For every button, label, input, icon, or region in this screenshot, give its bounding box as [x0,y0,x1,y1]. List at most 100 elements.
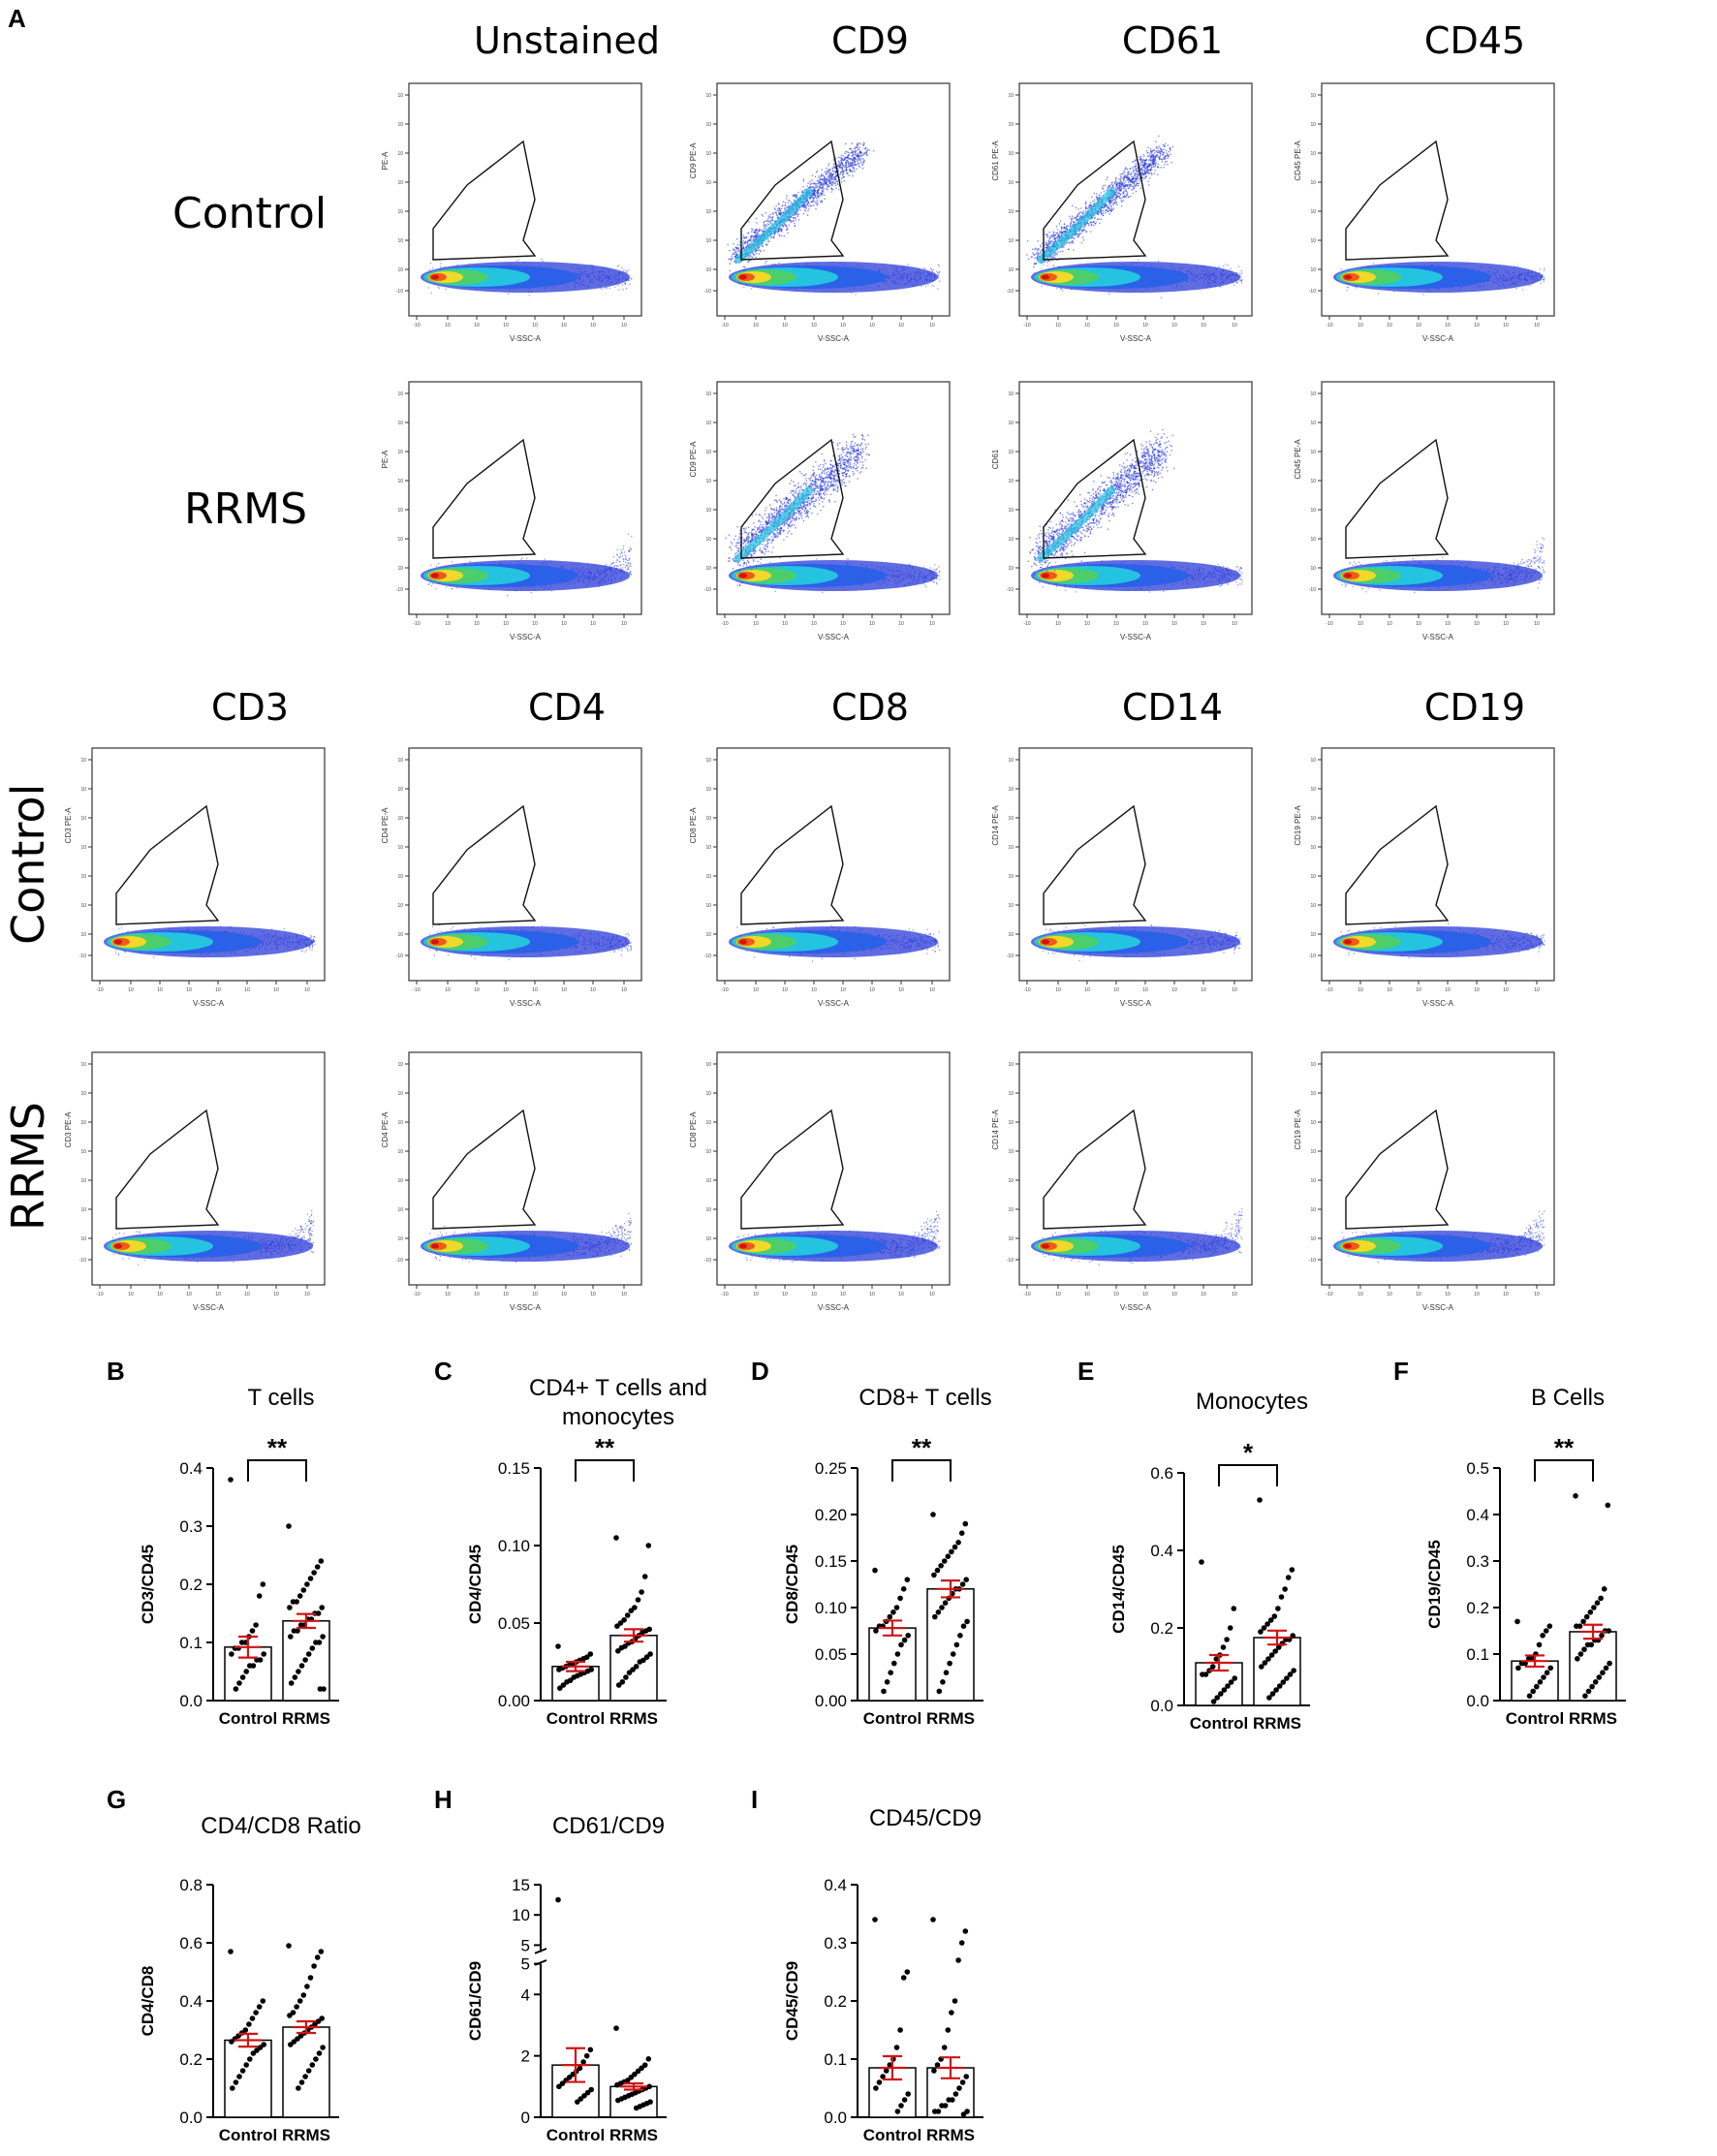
data-point [939,2103,945,2109]
svg-text:10: 10 [590,323,596,328]
data-point [888,1614,893,1620]
data-point [243,2062,249,2068]
data-point [1199,1559,1204,1565]
category-label: RRMS [1569,1709,1617,1728]
data-point [236,1680,242,1686]
svg-text:10: 10 [705,267,711,273]
data-point [963,2074,969,2079]
data-point [239,1640,245,1645]
yaxis-label: CD4/CD8 [139,1966,157,2037]
data-point [556,1667,562,1672]
data-point [304,1581,310,1587]
data-point [287,2013,293,2018]
data-point [634,2106,640,2111]
flow-xaxis-label: V-SSC-A [1422,999,1454,1008]
data-point [299,1663,305,1669]
row-heading-control-top: Control [172,189,327,238]
ytick-label: 0.0 [1150,1697,1173,1715]
svg-text:10: 10 [397,238,403,244]
svg-text:10: 10 [705,151,711,157]
data-point [294,2004,299,2010]
flow-xaxis-label: V-SSC-A [1120,334,1152,343]
column-heading-cd9: CD9 [754,19,986,62]
svg-text:10: 10 [705,93,711,99]
data-point [556,2084,562,2090]
flow-xaxis-label: V-SSC-A [1120,999,1152,1008]
data-point [301,1587,307,1593]
svg-text:10: 10 [445,323,451,328]
significance-marker: ** [912,1433,932,1462]
yaxis-label: CD19/CD45 [1425,1540,1444,1629]
data-point [616,1682,622,1688]
data-point [318,1686,324,1692]
data-point [1597,1674,1603,1680]
svg-text:10: 10 [503,621,509,627]
data-point [299,2079,305,2085]
svg-text:10: 10 [397,566,403,572]
data-point [230,2085,235,2091]
data-point [639,1589,644,1595]
svg-text:-10: -10 [704,289,711,295]
data-point [895,2109,901,2114]
category-label: Control [863,1709,921,1728]
ytick-label: 0 [521,2109,530,2127]
flow-yaxis-label: CD14 PE-A [991,805,1000,846]
svg-text:10: 10 [705,180,711,186]
panel-f-label: F [1393,1357,1409,1387]
data-point [946,2097,952,2103]
svg-text:10: 10 [898,323,904,328]
svg-text:10: 10 [397,93,403,99]
svg-text:10: 10 [397,122,403,128]
svg-text:10: 10 [705,238,711,244]
category-label: Control [219,1709,277,1728]
data-point [1578,1651,1584,1657]
data-point [872,1917,878,1922]
ytick-label: 15 [512,1876,530,1894]
flow-yaxis-label: CD14 PE-A [991,1109,1000,1150]
data-point [1595,1600,1601,1606]
data-point [623,1674,629,1680]
flow-xaxis-label: V-SSC-A [1422,334,1454,343]
data-point [888,1670,893,1675]
data-point [963,1521,969,1527]
data-point [555,1897,561,1903]
data-point [1588,1609,1594,1615]
data-point [261,1998,266,2004]
data-point [297,1593,303,1599]
data-point [313,2056,319,2062]
data-point [1575,1656,1580,1662]
ytick-label: 0.05 [815,1645,847,1664]
ytick-label: 0.2 [1150,1619,1173,1638]
data-point [943,1600,949,1606]
data-point [953,2091,959,2097]
svg-text:10: 10 [929,621,935,627]
chart-title: T cells [136,1384,426,1413]
data-point [1258,1629,1264,1635]
data-point [1541,1674,1546,1680]
ytick-label: 0.15 [815,1552,847,1571]
data-point [956,2085,962,2091]
data-point [246,2021,252,2027]
svg-text:-10: -10 [704,587,711,593]
data-point [1581,1646,1587,1652]
data-point [629,1608,635,1613]
ytick-label: 0.4 [179,1992,203,2011]
ytick-label: 0.25 [815,1459,847,1478]
data-point [964,1619,970,1625]
svg-text:10: 10 [705,421,711,426]
data-point [311,1570,317,1576]
flow-xaxis-label: V-SSC-A [818,1303,850,1312]
data-point [894,1605,900,1610]
data-point [613,1535,619,1541]
data-point [247,2056,253,2062]
svg-text:10: 10 [561,621,567,627]
data-point [1257,1497,1263,1503]
svg-text:10: 10 [705,479,711,484]
yaxis-label: CD45/CD9 [783,1961,801,2041]
